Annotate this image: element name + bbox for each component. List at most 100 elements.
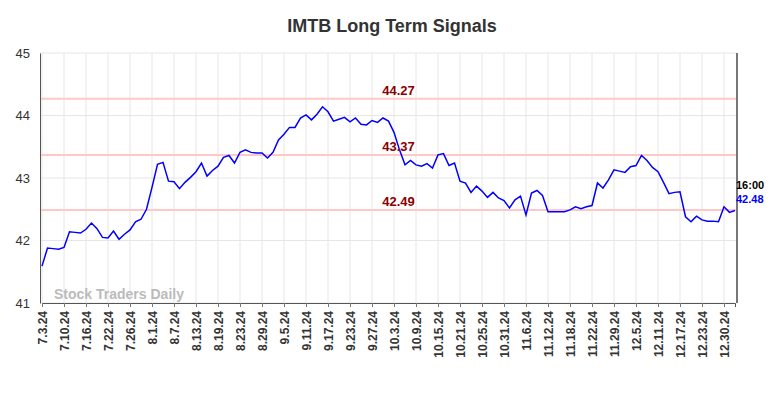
tick: 9.11.24 bbox=[300, 303, 314, 350]
grid-line bbox=[372, 53, 373, 303]
tick: 11.18.24 bbox=[564, 303, 578, 357]
tick: 10.25.24 bbox=[476, 303, 490, 358]
tick: 10.15.24 bbox=[432, 303, 446, 358]
tick: 45 bbox=[16, 46, 40, 61]
tick-label: 10.25.24 bbox=[476, 311, 490, 358]
tick-label: 12.11.24 bbox=[652, 311, 666, 357]
grid-line bbox=[40, 115, 737, 116]
tick-label: 12.23.24 bbox=[696, 311, 710, 358]
tick: 42 bbox=[16, 233, 40, 248]
tick-label: 42 bbox=[16, 233, 30, 248]
tick-mark bbox=[42, 303, 43, 307]
watermark: Stock Traders Daily bbox=[54, 286, 184, 302]
grid-line bbox=[614, 53, 615, 303]
grid-line bbox=[702, 53, 703, 303]
tick: 9.17.24 bbox=[322, 303, 336, 351]
tick-mark bbox=[218, 303, 219, 307]
grid-line bbox=[262, 53, 263, 303]
tick-label: 12.5.24 bbox=[630, 311, 644, 351]
tick-mark bbox=[680, 303, 681, 307]
tick-mark bbox=[658, 303, 659, 307]
level-label: 43.37 bbox=[382, 139, 415, 154]
tick: 12.17.24 bbox=[674, 303, 688, 358]
tick-mark bbox=[482, 303, 483, 307]
tick-label: 12.30.24 bbox=[718, 311, 732, 358]
grid-line bbox=[218, 53, 219, 303]
tick-label: 8.1.24 bbox=[146, 311, 160, 345]
grid-line bbox=[482, 53, 483, 303]
grid-line bbox=[548, 53, 549, 303]
grid bbox=[40, 53, 737, 303]
axis-line bbox=[40, 54, 41, 304]
tick-label: 11.18.24 bbox=[564, 311, 578, 357]
levels bbox=[40, 99, 737, 210]
level-labels: 44.27 43.37 42.49 bbox=[382, 83, 415, 209]
tick-label: 11.29.24 bbox=[608, 311, 622, 357]
tick-label: 10.9.24 bbox=[410, 311, 424, 351]
level-label: 44.27 bbox=[382, 83, 415, 98]
tick: 11.6.24 bbox=[520, 303, 534, 350]
tick-label: 43 bbox=[16, 171, 30, 186]
axis-line bbox=[43, 304, 736, 308]
tick-label: 7.10.24 bbox=[58, 311, 72, 351]
grid-line bbox=[636, 53, 637, 303]
tick-mark bbox=[372, 303, 373, 307]
tick-mark bbox=[262, 303, 263, 307]
tick-label: 10.15.24 bbox=[432, 311, 446, 358]
grid-line bbox=[130, 53, 131, 303]
grid-line bbox=[40, 53, 737, 54]
tick: 12.30.24 bbox=[718, 303, 732, 358]
tick-label: 7.26.24 bbox=[124, 311, 138, 351]
tick: 8.7.24 bbox=[168, 303, 182, 344]
tick: 44 bbox=[16, 108, 40, 123]
tick: 12.11.24 bbox=[652, 303, 666, 357]
tick-mark bbox=[460, 303, 461, 307]
last-value-label: 42.48 bbox=[736, 193, 764, 205]
tick: 41 bbox=[16, 296, 40, 311]
tick-mark bbox=[636, 303, 637, 307]
tick-mark bbox=[350, 303, 351, 307]
tick-mark bbox=[570, 303, 571, 307]
tick: 10.9.24 bbox=[410, 303, 424, 351]
grid-line bbox=[570, 53, 571, 303]
tick: 7.16.24 bbox=[80, 303, 94, 351]
tick-label: 11.12.24 bbox=[542, 311, 556, 357]
grid-line bbox=[64, 53, 65, 303]
tick: 9.5.24 bbox=[278, 303, 292, 344]
tick: 8.23.24 bbox=[234, 303, 248, 351]
tick: 7.26.24 bbox=[124, 303, 138, 351]
tick: 9.23.24 bbox=[344, 303, 358, 351]
tick-label: 12.17.24 bbox=[674, 311, 688, 358]
tick-label: 10.31.24 bbox=[498, 311, 512, 358]
tick-label: 8.29.24 bbox=[256, 311, 270, 351]
tick-mark bbox=[702, 303, 703, 307]
tick: 7.3.24 bbox=[36, 303, 50, 344]
tick-mark bbox=[614, 303, 615, 307]
time-label: 16:00 bbox=[736, 179, 764, 191]
grid-line bbox=[306, 53, 307, 303]
tick-label: 9.27.24 bbox=[366, 311, 380, 351]
tick-label: 44 bbox=[16, 108, 30, 123]
grid-line bbox=[658, 53, 659, 303]
grid-line bbox=[108, 53, 109, 303]
tick: 8.29.24 bbox=[256, 303, 270, 351]
tick-label: 9.5.24 bbox=[278, 311, 292, 345]
tick-mark bbox=[64, 303, 65, 307]
tick-label: 7.16.24 bbox=[80, 311, 94, 351]
tick: 10.31.24 bbox=[498, 303, 512, 358]
tick-label: 8.13.24 bbox=[190, 311, 204, 351]
grid-line bbox=[40, 240, 737, 241]
level-label: 42.49 bbox=[382, 194, 415, 209]
tick-label: 41 bbox=[16, 296, 30, 311]
grid-line bbox=[196, 53, 197, 303]
chart: 41 42 43 44 45 7.3.24 7.10.24 7.16.24 7.22.24 7.2… bbox=[0, 0, 784, 398]
grid-line bbox=[526, 53, 527, 303]
tick: 11.29.24 bbox=[608, 303, 622, 357]
grid-line bbox=[174, 53, 175, 303]
grid-line bbox=[328, 53, 329, 303]
tick-mark bbox=[504, 303, 505, 307]
tick-label: 11.6.24 bbox=[520, 311, 534, 351]
tick-label: 10.21.24 bbox=[454, 311, 468, 358]
tick-label: 7.22.24 bbox=[102, 311, 116, 351]
tick-mark bbox=[306, 303, 307, 307]
